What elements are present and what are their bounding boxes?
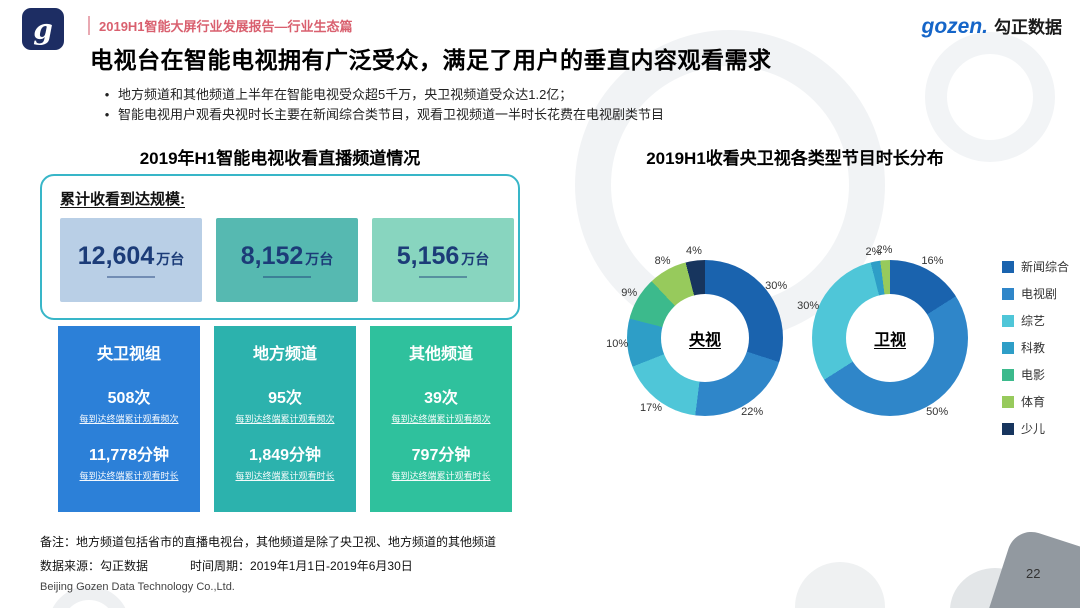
reach-cards: 12,604 万台 8,152 万台 5,156 万台	[60, 218, 514, 302]
legend-label: 体育	[1021, 395, 1046, 409]
bullet-item: • 智能电视用户观看央视时长主要在新闻综合类节目，观看卫视频道一半时长花费在电视…	[96, 105, 664, 125]
legend-swatch	[1002, 422, 1014, 435]
watch-duration-value: 11,778分钟	[88, 447, 170, 464]
footnote: 备注：地方频道包括省市的直播电视台，其他频道是除了央卫视、地方频道的其他频道	[40, 535, 497, 549]
channel-stat-columns: 央卫视组 508次 每到达终端累计观看频次 11,778分钟 每到达终端累计观看…	[58, 326, 512, 512]
report-series-tag: 2019H1智能大屏行业发展报告—行业生态篇	[88, 16, 353, 35]
right-section-title: 2019H1收看央卫视各类型节目时长分布	[646, 149, 944, 168]
reach-card-local: 8,152 万台	[216, 218, 358, 302]
reach-scale-label: 累计收看到达规模:	[60, 191, 185, 208]
watch-frequency-label: 每到达终端累计观看频次	[79, 414, 179, 424]
slice-percent-label: 16%	[921, 254, 944, 267]
legend-label: 电影	[1021, 368, 1046, 382]
bullet-list: • 地方频道和其他频道上半年在智能电视受众超5千万，央卫视频道受众达1.2亿； …	[96, 85, 664, 125]
reach-unit: 万台	[461, 251, 490, 267]
reach-value: 5,156	[396, 242, 460, 270]
donut-chart-satellite: 卫视 16% 50% 30% 2% 2%	[797, 244, 968, 419]
legend-swatch	[1002, 314, 1014, 327]
legend-label: 少儿	[1021, 422, 1046, 436]
watch-frequency-label: 每到达终端累计观看频次	[235, 414, 335, 424]
channel-group-name: 地方频道	[252, 346, 317, 363]
legend-item: 电视剧	[1002, 285, 1069, 302]
footer-meta: 数据来源：勾正数据 时间周期：2019年1月1日-2019年6月30日	[40, 557, 413, 574]
legend-item: 电影	[1002, 366, 1069, 383]
chart-legend: 新闻综合 电视剧 综艺 科教 电影 体育	[1002, 258, 1069, 437]
slice-percent-label: 22%	[741, 406, 764, 419]
slice-percent-label: 2%	[876, 244, 893, 257]
legend-swatch	[1002, 341, 1014, 354]
donut-hole	[661, 294, 749, 382]
data-source: 数据来源：勾正数据	[40, 559, 149, 573]
reach-value: 8,152	[240, 242, 304, 270]
slice-percent-label: 30%	[797, 299, 820, 312]
slice-percent-label: 2%	[865, 245, 882, 258]
reach-scale-panel: 累计收看到达规模: 12,604 万台 8,152 万台	[40, 174, 520, 320]
watch-duration-value: 797分钟	[411, 447, 471, 464]
stat-column-other: 其他频道 39次 每到达终端累计观看频次 797分钟 每到达终端累计观看时长	[370, 326, 512, 512]
reach-unit: 万台	[305, 251, 334, 267]
slice-percent-label: 50%	[926, 406, 949, 419]
brand-wordmark-cn: 勾正数据	[994, 18, 1062, 37]
slice-percent-label: 4%	[686, 244, 702, 257]
stat-column-central: 央卫视组 508次 每到达终端累计观看频次 11,778分钟 每到达终端累计观看…	[58, 326, 200, 512]
legend-item: 体育	[1002, 393, 1069, 410]
legend-item: 综艺	[1002, 312, 1069, 329]
underline-accent	[263, 276, 311, 278]
legend-item: 少儿	[1002, 420, 1069, 437]
legend-label: 电视剧	[1021, 287, 1058, 301]
legend-item: 新闻综合	[1002, 258, 1069, 275]
reach-card-central: 12,604 万台	[60, 218, 202, 302]
gozen-logo-letter: g	[33, 12, 53, 46]
underline-accent	[107, 276, 155, 278]
bullet-text: 智能电视用户观看央视时长主要在新闻综合类节目，观看卫视频道一半时长花费在电视剧类…	[118, 107, 665, 122]
legend-swatch	[1002, 287, 1014, 300]
reach-value: 12,604	[77, 242, 155, 270]
watch-frequency-value: 39次	[424, 390, 458, 407]
slice-percent-label: 17%	[640, 401, 663, 414]
company-name: Beijing Gozen Data Technology Co.,Ltd.	[40, 581, 235, 593]
slice-percent-label: 9%	[621, 287, 638, 300]
legend-item: 科教	[1002, 339, 1069, 356]
watch-frequency-value: 508次	[107, 390, 151, 407]
watch-duration-label: 每到达终端累计观看时长	[391, 471, 491, 481]
legend-swatch	[1002, 368, 1014, 381]
donut-chart-cctv: 央视 30% 22% 17% 10% 9% 8% 4%	[606, 245, 787, 419]
time-period: 时间周期：2019年1月1日-2019年6月30日	[190, 559, 413, 573]
brand-wordmark-en: gozen.	[921, 15, 989, 38]
bullet-dot: •	[104, 87, 110, 102]
watch-duration-label: 每到达终端累计观看时长	[79, 471, 179, 481]
page-title: 电视台在智能电视拥有广泛受众，满足了用户的垂直内容观看需求	[90, 47, 772, 73]
page-number: 22	[1026, 566, 1041, 581]
slice-percent-label: 8%	[654, 254, 671, 267]
slice-percent-label: 10%	[606, 337, 629, 350]
watch-frequency-label: 每到达终端累计观看频次	[391, 414, 491, 424]
bullet-text: 地方频道和其他频道上半年在智能电视受众超5千万，央卫视频道受众达1.2亿；	[118, 87, 573, 102]
reach-card-other: 5,156 万台	[372, 218, 514, 302]
stat-column-local: 地方频道 95次 每到达终端累计观看频次 1,849分钟 每到达终端累计观看时长	[214, 326, 356, 512]
left-section-title: 2019年H1智能电视收看直播频道情况	[139, 149, 421, 168]
watch-duration-label: 每到达终端累计观看时长	[235, 471, 335, 481]
donut-center-label: 央视	[688, 332, 721, 349]
legend-label: 科教	[1021, 341, 1046, 355]
bullet-item: • 地方频道和其他频道上半年在智能电视受众超5千万，央卫视频道受众达1.2亿；	[96, 85, 664, 105]
reach-unit: 万台	[156, 251, 185, 267]
watch-frequency-value: 95次	[268, 390, 302, 407]
donut-center-label: 卫视	[873, 332, 906, 349]
channel-group-name: 央卫视组	[96, 346, 161, 363]
watch-duration-value: 1,849分钟	[248, 447, 322, 464]
brand-logo: gozen. 勾正数据	[922, 13, 1063, 39]
bullet-dot: •	[104, 107, 110, 122]
channel-group-name: 其他频道	[408, 346, 473, 363]
legend-label: 综艺	[1021, 314, 1046, 328]
slice-percent-label: 30%	[765, 280, 788, 293]
gozen-logo-mark: g	[22, 8, 64, 50]
legend-swatch	[1002, 395, 1014, 408]
underline-accent	[419, 276, 467, 278]
donut-hole	[846, 294, 934, 382]
legend-swatch	[1002, 260, 1014, 273]
legend-label: 新闻综合	[1021, 260, 1070, 274]
